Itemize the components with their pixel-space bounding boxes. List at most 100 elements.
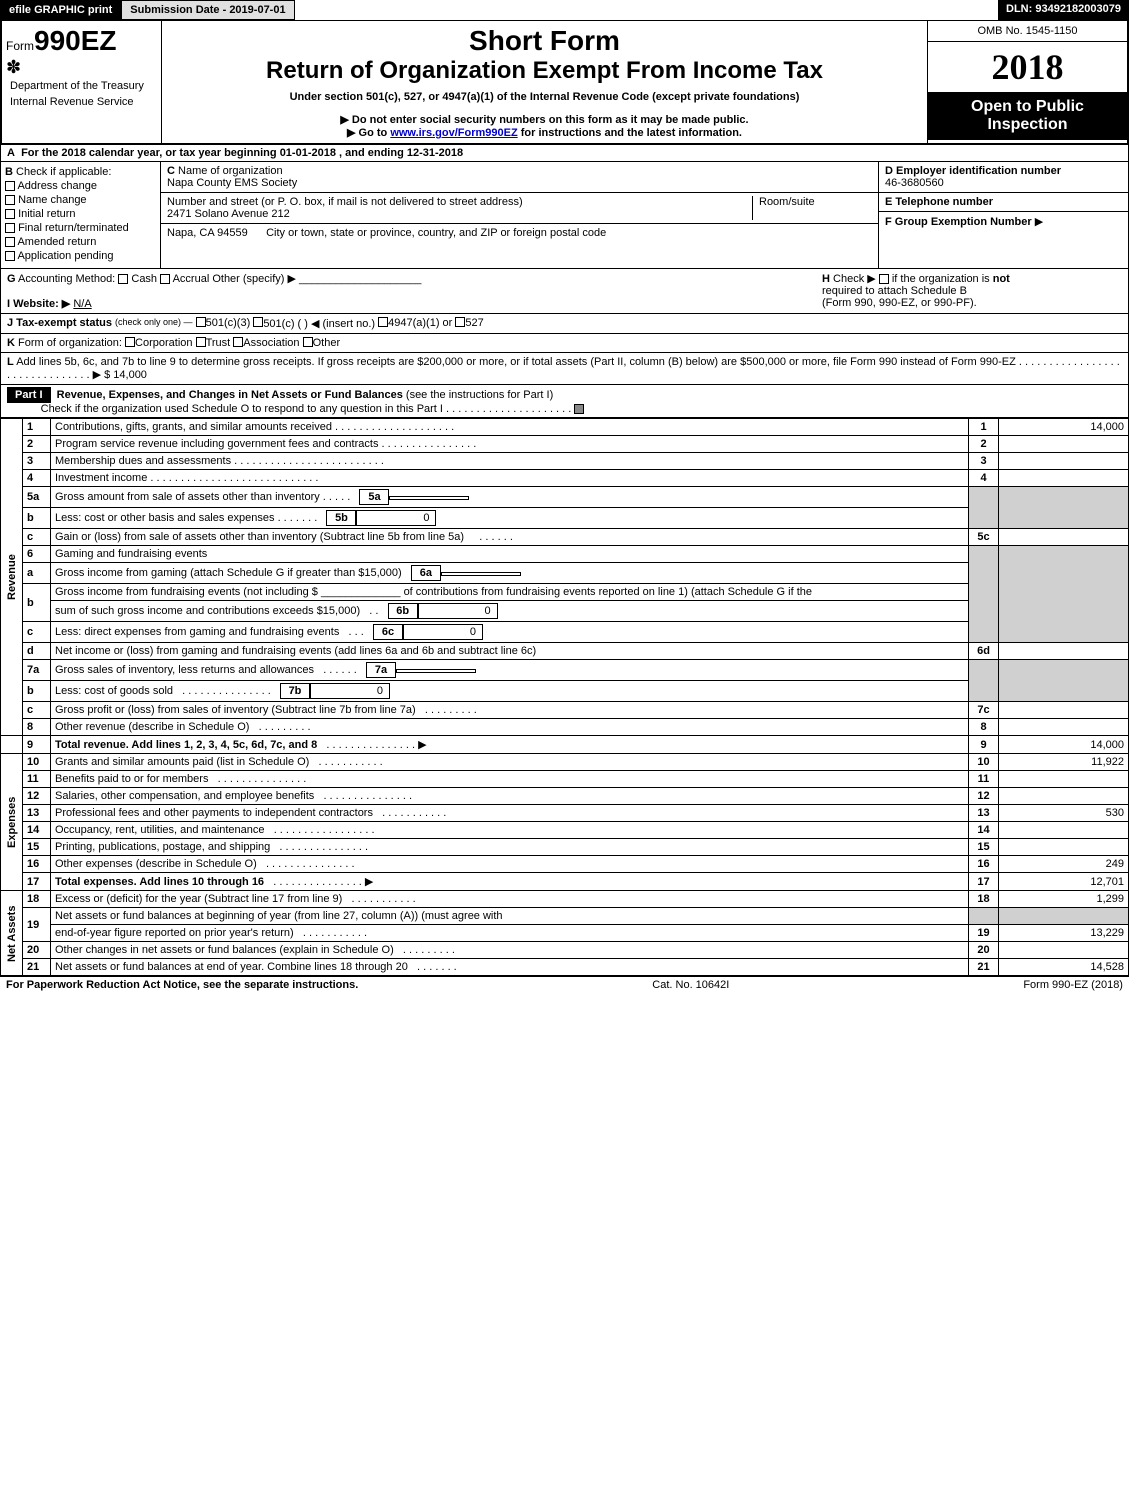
amt-10: 11,922 — [999, 754, 1129, 771]
amt-21: 14,528 — [999, 959, 1129, 976]
chk-527[interactable] — [455, 317, 465, 327]
col-d-ein: D Employer identification number 46-3680… — [878, 162, 1128, 268]
org-street: 2471 Solano Avenue 212 — [167, 208, 290, 220]
line-17: 17 Total expenses. Add lines 10 through … — [1, 873, 1129, 891]
line-4: 4 Investment income . . . . . . . . . . … — [1, 470, 1129, 487]
chk-schedule-b[interactable] — [879, 274, 889, 284]
line-14: 14 Occupancy, rent, utilities, and maint… — [1, 822, 1129, 839]
header-subtitle: Under section 501(c), 527, or 4947(a)(1)… — [170, 91, 919, 103]
val-6c: 0 — [403, 624, 483, 640]
dept-treasury: Department of the Treasury — [6, 78, 157, 94]
chk-address-change[interactable]: Address change — [5, 180, 156, 192]
submission-date-label: Submission Date - 2019-07-01 — [121, 0, 294, 20]
chk-amended[interactable]: Amended return — [5, 236, 156, 248]
chk-trust[interactable] — [196, 337, 206, 347]
chk-assoc[interactable] — [233, 337, 243, 347]
line-3: 3 Membership dues and assessments . . . … — [1, 453, 1129, 470]
line-6: 6 Gaming and fundraising events — [1, 546, 1129, 563]
side-netassets: Net Assets — [1, 891, 23, 976]
col-c-org-info: C Name of organization Napa County EMS S… — [161, 162, 878, 268]
row-a-tax-year: A For the 2018 calendar year, or tax yea… — [0, 145, 1129, 162]
efile-print-button[interactable]: efile GRAPHIC print — [0, 0, 121, 20]
val-6b: 0 — [418, 603, 498, 619]
chk-4947[interactable] — [378, 317, 388, 327]
chk-other-org[interactable] — [303, 337, 313, 347]
line-7c: c Gross profit or (loss) from sales of i… — [1, 702, 1129, 719]
line-7a: 7a Gross sales of inventory, less return… — [1, 660, 1129, 681]
line-11: 11 Benefits paid to or for members . . .… — [1, 771, 1129, 788]
line-15: 15 Printing, publications, postage, and … — [1, 839, 1129, 856]
side-revenue: Revenue — [1, 419, 23, 736]
chk-app-pending[interactable]: Application pending — [5, 250, 156, 262]
footer-right: Form 990-EZ (2018) — [1023, 979, 1123, 991]
form-header: Form990EZ ✽ Department of the Treasury I… — [0, 20, 1129, 145]
instruct-1: ▶ Do not enter social security numbers o… — [170, 113, 919, 126]
irs-link[interactable]: www.irs.gov/Form990EZ — [390, 127, 517, 139]
amt-19: 13,229 — [999, 925, 1129, 942]
line-10: Expenses 10 Grants and similar amounts p… — [1, 754, 1129, 771]
line-5b: b Less: cost or other basis and sales ex… — [1, 508, 1129, 529]
chk-cash[interactable] — [118, 274, 128, 284]
line-6b-2: sum of such gross income and contributio… — [1, 601, 1129, 622]
lines-table: Revenue 1 Contributions, gifts, grants, … — [0, 418, 1129, 976]
line-20: 20 Other changes in net assets or fund b… — [1, 942, 1129, 959]
col-b-checkboxes: B Check if applicable: Address change Na… — [1, 162, 161, 268]
org-name: Napa County EMS Society — [167, 177, 297, 189]
return-title: Return of Organization Exempt From Incom… — [170, 57, 919, 85]
line-16: 16 Other expenses (describe in Schedule … — [1, 856, 1129, 873]
line-12: 12 Salaries, other compensation, and emp… — [1, 788, 1129, 805]
row-k: K Form of organization: Corporation Trus… — [0, 334, 1129, 353]
page-footer: For Paperwork Reduction Act Notice, see … — [0, 976, 1129, 993]
line-19-1: 19 Net assets or fund balances at beginn… — [1, 908, 1129, 925]
line-21: 21 Net assets or fund balances at end of… — [1, 959, 1129, 976]
side-expenses: Expenses — [1, 754, 23, 891]
line-8: 8 Other revenue (describe in Schedule O)… — [1, 719, 1129, 736]
form-prefix: Form — [6, 39, 34, 53]
instruct-2: ▶ Go to www.irs.gov/Form990EZ for instru… — [170, 126, 919, 139]
line-5a: 5a Gross amount from sale of assets othe… — [1, 487, 1129, 508]
line-19-2: end-of-year figure reported on prior yea… — [1, 925, 1129, 942]
line-18: Net Assets 18 Excess or (deficit) for th… — [1, 891, 1129, 908]
website-value: N/A — [73, 298, 91, 310]
tax-year: 2018 — [928, 42, 1127, 92]
footer-center: Cat. No. 10642I — [652, 979, 729, 991]
dept-irs: Internal Revenue Service — [6, 94, 157, 110]
chk-501c[interactable] — [253, 317, 263, 327]
line-6c: c Less: direct expenses from gaming and … — [1, 622, 1129, 643]
part-1-header: Part I Revenue, Expenses, and Changes in… — [0, 385, 1129, 418]
gross-receipts: $ 14,000 — [104, 369, 147, 381]
amt-9: 14,000 — [999, 736, 1129, 754]
entity-info-grid: B Check if applicable: Address change Na… — [0, 162, 1129, 269]
amt-1: 14,000 — [999, 419, 1129, 436]
val-7b: 0 — [310, 683, 390, 699]
short-form-title: Short Form — [170, 25, 919, 57]
top-bar: efile GRAPHIC print Submission Date - 20… — [0, 0, 1129, 20]
line-6d: d Net income or (loss) from gaming and f… — [1, 643, 1129, 660]
line-2: 2 Program service revenue including gove… — [1, 436, 1129, 453]
open-to-public: Open to Public Inspection — [928, 92, 1127, 140]
chk-initial-return[interactable]: Initial return — [5, 208, 156, 220]
line-13: 13 Professional fees and other payments … — [1, 805, 1129, 822]
amt-16: 249 — [999, 856, 1129, 873]
amt-18: 1,299 — [999, 891, 1129, 908]
dln-label: DLN: 93492182003079 — [998, 0, 1129, 20]
chk-name-change[interactable]: Name change — [5, 194, 156, 206]
row-l: L Add lines 5b, 6c, and 7b to line 9 to … — [0, 353, 1129, 385]
chk-schedule-o[interactable] — [574, 404, 584, 414]
org-city: Napa, CA 94559 — [167, 227, 248, 239]
line-1: Revenue 1 Contributions, gifts, grants, … — [1, 419, 1129, 436]
val-5b: 0 — [356, 510, 436, 526]
chk-501c3[interactable] — [196, 317, 206, 327]
line-6b-1: b Gross income from fundraising events (… — [1, 584, 1129, 601]
omb-number: OMB No. 1545-1150 — [928, 21, 1127, 42]
chk-final-return[interactable]: Final return/terminated — [5, 222, 156, 234]
ein-value: 46-3680560 — [885, 177, 944, 189]
line-9: 9 Total revenue. Add lines 1, 2, 3, 4, 5… — [1, 736, 1129, 754]
line-5c: c Gain or (loss) from sale of assets oth… — [1, 529, 1129, 546]
chk-corp[interactable] — [125, 337, 135, 347]
amt-13: 530 — [999, 805, 1129, 822]
line-6a: a Gross income from gaming (attach Sched… — [1, 563, 1129, 584]
chk-accrual[interactable] — [160, 274, 170, 284]
row-j: J Tax-exempt status (check only one) — 5… — [0, 314, 1129, 334]
row-g-h: G Accounting Method: Cash Accrual Other … — [0, 269, 1129, 314]
